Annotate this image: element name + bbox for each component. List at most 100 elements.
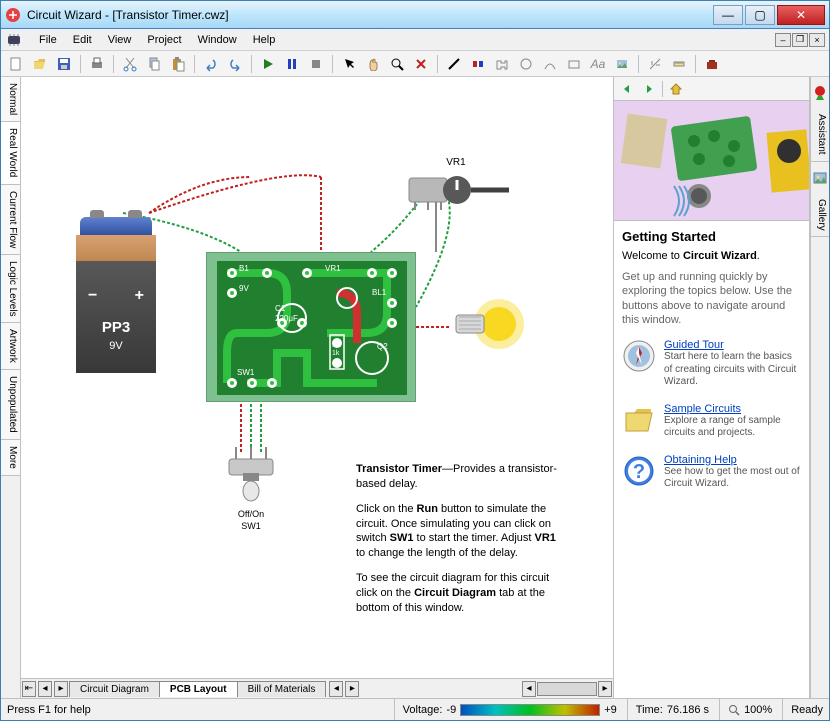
hero-image	[614, 101, 809, 221]
link-sample-title[interactable]: Sample Circuits	[664, 403, 741, 415]
menu-edit[interactable]: Edit	[65, 32, 100, 48]
tab-pcb-layout[interactable]: PCB Layout	[159, 681, 238, 697]
open-icon[interactable]	[29, 53, 51, 75]
battery-label: PP3	[102, 319, 130, 336]
tab-scroll-left[interactable]: ◂	[329, 681, 343, 697]
mdi-minimize[interactable]: –	[775, 33, 791, 47]
vtab-unpopulated[interactable]: Unpopulated	[1, 370, 20, 440]
svg-text:VR1: VR1	[325, 264, 341, 273]
close-button[interactable]: ✕	[777, 5, 825, 25]
link-sample-desc: Explore a range of sample circuits and p…	[664, 415, 801, 440]
mdi-restore[interactable]: ❐	[792, 33, 808, 47]
ruler-icon[interactable]	[668, 53, 690, 75]
component-icon[interactable]	[467, 53, 489, 75]
menu-help[interactable]: Help	[245, 32, 284, 48]
run-icon[interactable]	[257, 53, 279, 75]
paste-icon[interactable]	[167, 53, 189, 75]
wire-icon[interactable]	[443, 53, 465, 75]
svg-text:9V: 9V	[239, 284, 249, 293]
rtab-gallery[interactable]: Gallery	[811, 193, 829, 238]
link-guided-tour-desc: Start here to learn the basics of creati…	[664, 351, 801, 389]
arc-icon[interactable]	[539, 53, 561, 75]
vtab-normal[interactable]: Normal	[1, 77, 20, 122]
hand-icon[interactable]	[362, 53, 384, 75]
minimize-button[interactable]: —	[713, 5, 743, 25]
new-icon[interactable]	[5, 53, 27, 75]
bulb-component[interactable]	[451, 297, 506, 352]
mdi-close[interactable]: ×	[809, 33, 825, 47]
rtab-assistant[interactable]: Assistant	[811, 108, 829, 162]
tab-nav-first[interactable]: ⇤	[22, 681, 36, 697]
folder-icon	[622, 403, 656, 437]
switch-label-2: SW1	[216, 521, 286, 531]
home-icon[interactable]	[667, 80, 685, 98]
image-icon[interactable]	[611, 53, 633, 75]
menu-view[interactable]: View	[100, 32, 140, 48]
tab-circuit-diagram[interactable]: Circuit Diagram	[69, 681, 160, 697]
stop-icon[interactable]	[305, 53, 327, 75]
shape-icon[interactable]	[491, 53, 513, 75]
help-icon: ?	[622, 454, 656, 488]
menubar: File Edit View Project Window Help – ❐ ×	[1, 29, 829, 51]
document-tabs: ⇤ ◂ ▸ Circuit Diagram PCB Layout Bill of…	[21, 678, 613, 698]
tab-nav-next[interactable]: ▸	[54, 681, 68, 697]
gallery-icon	[812, 170, 828, 186]
view-tabs: Normal Real World Current Flow Logic Lev…	[1, 77, 21, 698]
text-icon[interactable]: Aa	[587, 53, 609, 75]
hscroll-track[interactable]	[537, 682, 597, 696]
voltage-min: -9	[446, 704, 456, 716]
menu-window[interactable]: Window	[190, 32, 245, 48]
voltage-label: Voltage:	[403, 704, 443, 716]
link-help-desc: See how to get the most out of Circuit W…	[664, 466, 801, 491]
maximize-button[interactable]: ▢	[745, 5, 775, 25]
hscroll-right[interactable]: ▸	[598, 681, 612, 697]
menu-file[interactable]: File	[31, 32, 65, 48]
rect-icon[interactable]	[563, 53, 585, 75]
redo-icon[interactable]	[224, 53, 246, 75]
app-icon	[5, 7, 21, 23]
vtab-more[interactable]: More	[1, 440, 20, 476]
svg-text:C1: C1	[275, 304, 286, 313]
battery-component[interactable]: −+ PP3 9V	[76, 217, 156, 372]
tab-scroll-right[interactable]: ▸	[345, 681, 359, 697]
switch-component[interactable]: Off/On SW1	[216, 447, 286, 531]
print-icon[interactable]	[86, 53, 108, 75]
menu-project[interactable]: Project	[139, 32, 189, 48]
nav-forward-icon[interactable]	[640, 80, 658, 98]
nav-back-icon[interactable]	[618, 80, 636, 98]
svg-text:R1: R1	[332, 342, 341, 349]
copy-icon[interactable]	[143, 53, 165, 75]
potentiometer-component[interactable]: VR1	[401, 157, 511, 215]
link-guided-tour: Guided Tour Start here to learn the basi…	[622, 339, 801, 389]
measure-icon[interactable]	[644, 53, 666, 75]
assistant-icon	[812, 85, 828, 101]
cut-icon[interactable]	[119, 53, 141, 75]
vtab-current-flow[interactable]: Current Flow	[1, 185, 20, 255]
delete-icon[interactable]	[410, 53, 432, 75]
zoom-icon[interactable]	[386, 53, 408, 75]
assistant-body: Getting Started Welcome to Circuit Wizar…	[614, 221, 809, 698]
tab-bom[interactable]: Bill of Materials	[237, 681, 327, 697]
right-panel: Getting Started Welcome to Circuit Wizar…	[614, 77, 829, 698]
voltage-gradient	[460, 704, 600, 716]
link-guided-tour-title[interactable]: Guided Tour	[664, 339, 724, 351]
tab-nav-prev[interactable]: ◂	[38, 681, 52, 697]
undo-icon[interactable]	[200, 53, 222, 75]
circle-icon[interactable]	[515, 53, 537, 75]
save-icon[interactable]	[53, 53, 75, 75]
vtab-artwork[interactable]: Artwork	[1, 323, 20, 370]
hscroll-left[interactable]: ◂	[522, 681, 536, 697]
pause-icon[interactable]	[281, 53, 303, 75]
circuit-canvas[interactable]: −+ PP3 9V	[21, 77, 613, 678]
vtab-logic-levels[interactable]: Logic Levels	[1, 255, 20, 324]
toolbox-icon[interactable]	[701, 53, 723, 75]
link-help-title[interactable]: Obtaining Help	[664, 454, 737, 466]
svg-text:BL1: BL1	[372, 288, 387, 297]
svg-text:Q2: Q2	[377, 342, 388, 351]
time-value: 76.186 s	[667, 704, 709, 716]
canvas-area: −+ PP3 9V	[21, 77, 614, 698]
vtab-real-world[interactable]: Real World	[1, 122, 20, 184]
pointer-icon[interactable]	[338, 53, 360, 75]
toolbar: Aa	[1, 51, 829, 77]
pcb-component[interactable]: B1 9V VR1 BL1 C1 220μF SW1 R1 1k Q2	[206, 252, 416, 402]
